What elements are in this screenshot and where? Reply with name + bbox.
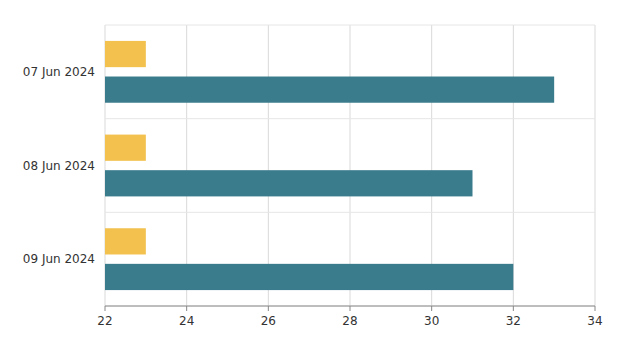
bar — [105, 228, 146, 254]
bar — [105, 170, 473, 196]
grid — [105, 25, 595, 306]
category-separator — [105, 212, 595, 213]
grid-line — [595, 25, 596, 306]
y-tick-label: 09 Jun 2024 — [23, 252, 95, 266]
x-tick — [186, 306, 187, 311]
chart-container: 22 24 26 28 30 32 34 07 Jun 2024 08 Jun 2024 09 J… — [0, 0, 620, 348]
x-tick — [513, 306, 514, 311]
x-tick-label: 32 — [506, 314, 521, 328]
bar — [105, 77, 554, 103]
category-separator — [105, 25, 595, 26]
bar — [105, 41, 146, 67]
x-tick — [350, 306, 351, 311]
x-tick-label: 26 — [261, 314, 276, 328]
x-tick-label: 22 — [97, 314, 112, 328]
bars — [105, 41, 554, 290]
x-tick — [431, 306, 432, 311]
y-tick-label: 07 Jun 2024 — [23, 65, 95, 79]
chart-svg: 22 24 26 28 30 32 34 07 Jun 2024 08 Jun 2024 09 J… — [0, 0, 620, 348]
bar — [105, 264, 513, 290]
x-tick-label: 24 — [179, 314, 194, 328]
x-axis-line — [105, 306, 595, 307]
x-tick — [595, 306, 596, 311]
x-tick-label: 30 — [424, 314, 439, 328]
category-separator — [105, 306, 595, 307]
x-tick-label: 34 — [587, 314, 602, 328]
x-tick — [268, 306, 269, 311]
y-tick-label: 08 Jun 2024 — [23, 159, 95, 173]
category-separator — [105, 118, 595, 119]
x-tick-label: 28 — [342, 314, 357, 328]
bar — [105, 135, 146, 161]
x-tick — [105, 306, 106, 311]
